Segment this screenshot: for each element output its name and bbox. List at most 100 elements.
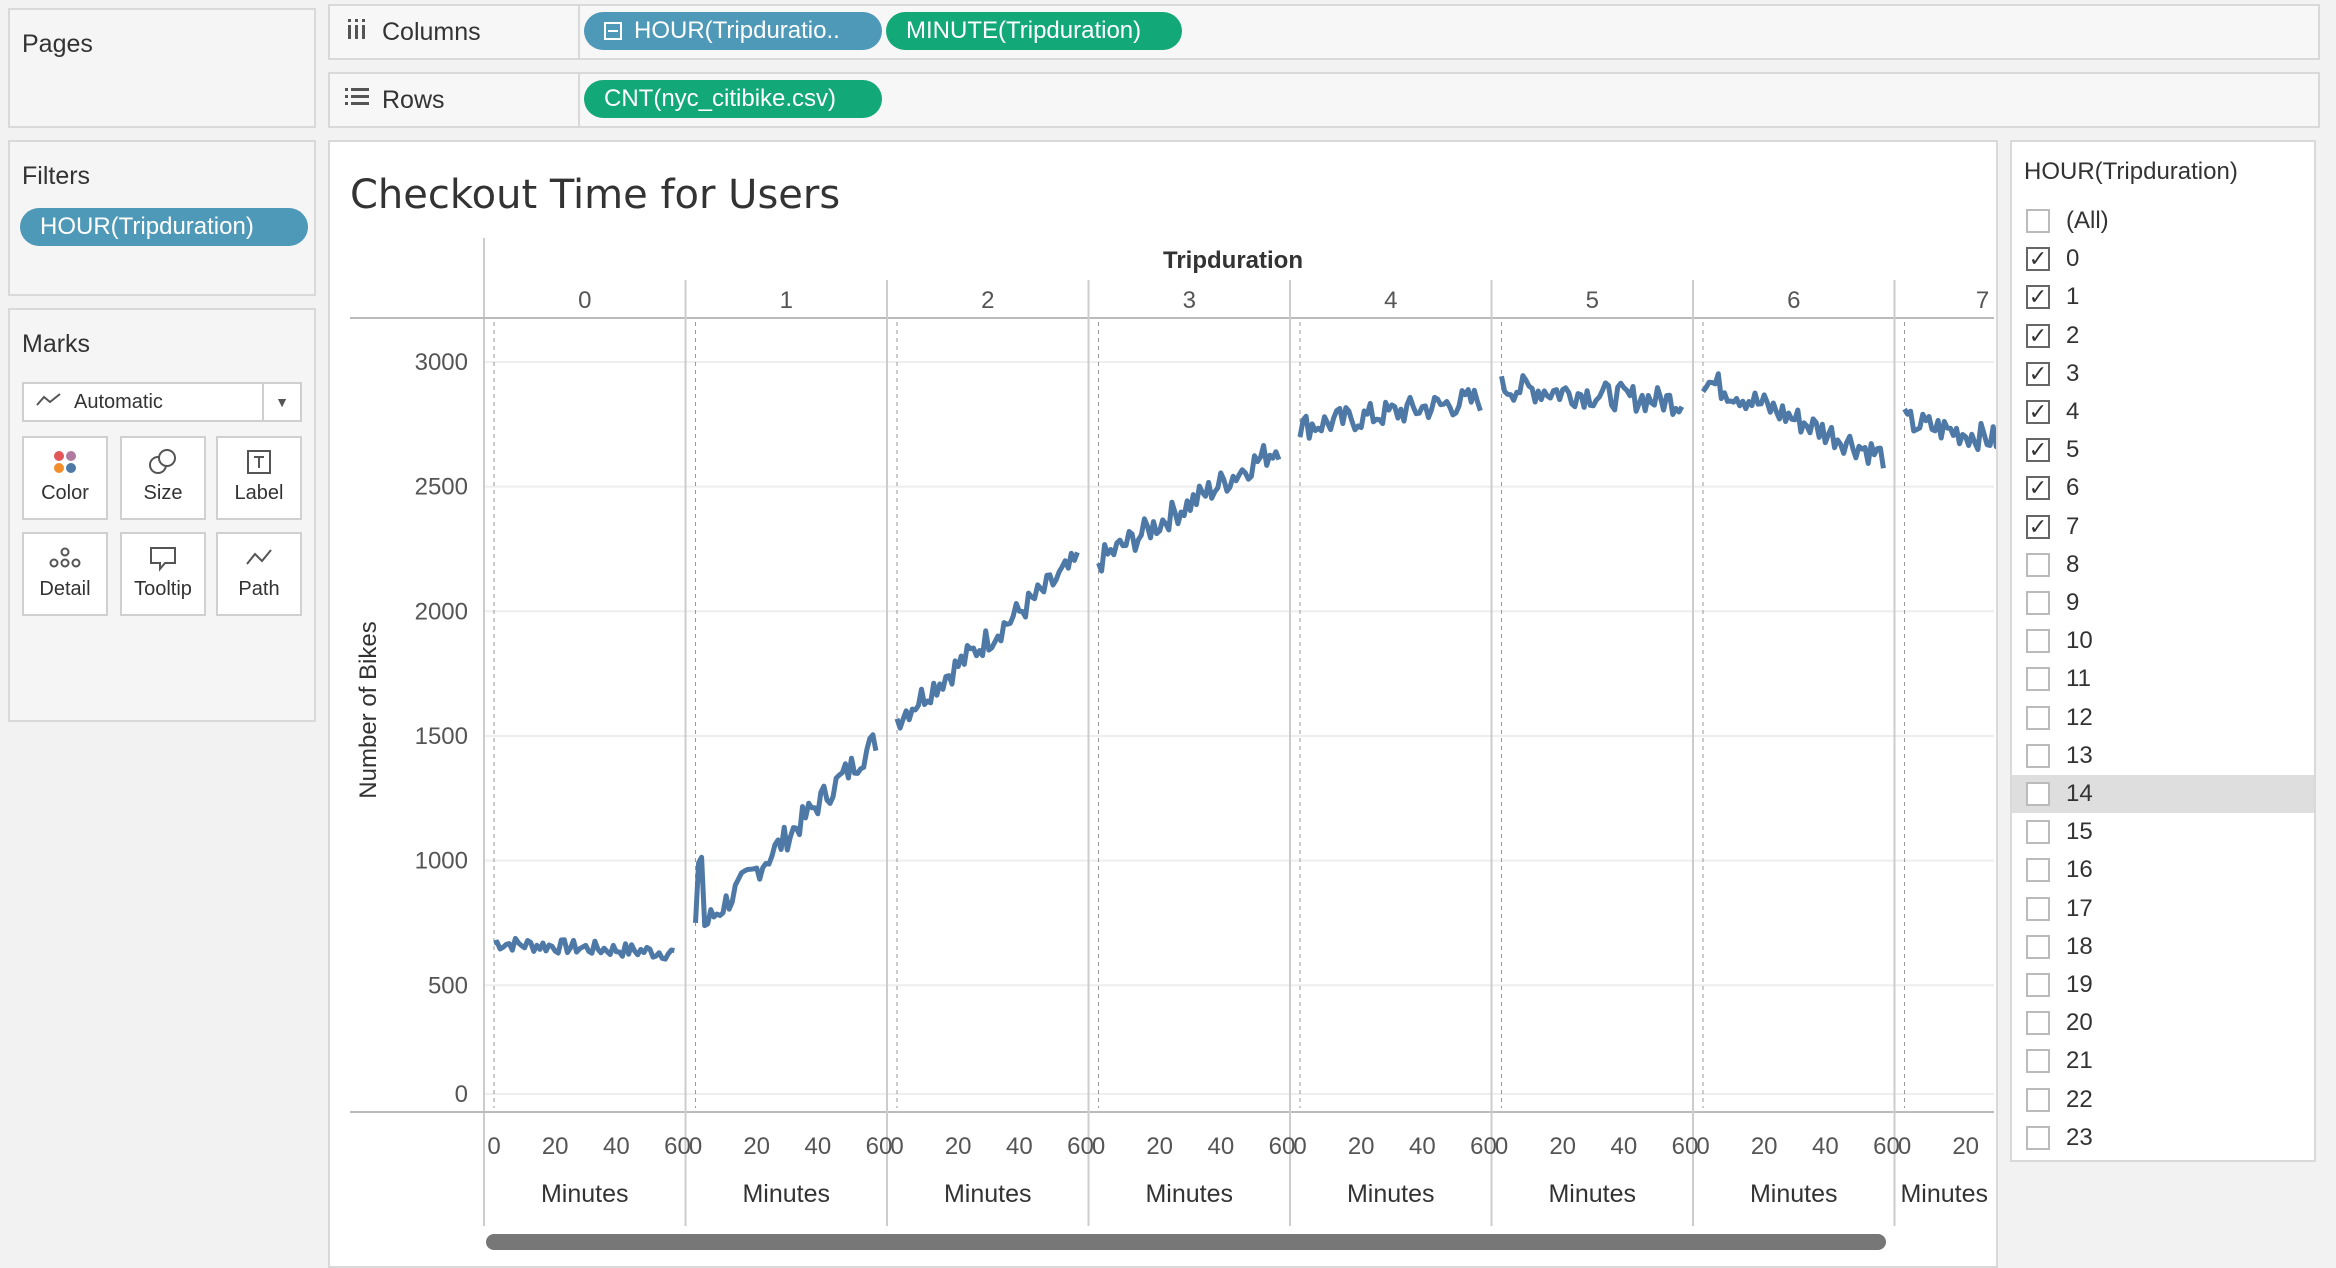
checkbox[interactable]: ✓ — [2026, 438, 2050, 463]
checkbox[interactable] — [2026, 209, 2050, 233]
column-pill-minute[interactable]: MINUTE(Tripduration) — [886, 12, 1182, 50]
checkbox[interactable] — [2026, 705, 2050, 730]
checkbox[interactable] — [2026, 552, 2050, 577]
checkbox[interactable] — [2026, 1049, 2050, 1074]
text-label-icon — [218, 448, 300, 478]
hour-filter-item-5[interactable]: ✓ 5 — [2012, 431, 2314, 469]
hour-filter-item-label: 12 — [2066, 703, 2093, 731]
checkbox[interactable] — [2026, 782, 2050, 806]
marks-path-button[interactable]: Path — [216, 532, 302, 616]
series-line-hour-6[interactable] — [1700, 371, 1886, 469]
marks-color-button[interactable]: Color — [22, 436, 108, 520]
hour-filter-item-14[interactable]: 14 — [2012, 775, 2314, 813]
rows-shelf-label-box: Rows — [330, 74, 580, 126]
hour-filter-item-18[interactable]: 18 — [2012, 928, 2314, 966]
hour-filter-item-10[interactable]: 10 — [2012, 622, 2314, 660]
hour-filter-item-6[interactable]: ✓ 6 — [2012, 469, 2314, 507]
checkbox[interactable]: ✓ — [2026, 361, 2050, 386]
series-line-hour-3[interactable] — [1096, 443, 1282, 574]
hour-filter-title: HOUR(Tripduration) — [2024, 158, 2238, 185]
marks-size-button[interactable]: Size — [120, 436, 206, 520]
series-line-hour-0[interactable] — [493, 935, 675, 962]
hour-filter-item-11[interactable]: 11 — [2012, 660, 2314, 698]
checkbox[interactable] — [2026, 591, 2050, 615]
hour-filter-item-15[interactable]: 15 — [2012, 813, 2314, 851]
hour-filter-item-19[interactable]: 19 — [2012, 966, 2314, 1004]
x-tick-label: 40 — [1610, 1133, 1637, 1160]
checkbox[interactable] — [2026, 858, 2050, 883]
mark-type-dropdown[interactable]: Automatic ▼ — [22, 382, 302, 422]
x-tick-label: 0 — [1696, 1133, 1709, 1160]
hour-filter-item-12[interactable]: 12 — [2012, 699, 2314, 737]
hour-filter-item-13[interactable]: 13 — [2012, 737, 2314, 775]
checkbox[interactable] — [2026, 667, 2050, 692]
x-tick-label: 40 — [804, 1133, 831, 1160]
checkbox[interactable] — [2026, 1011, 2050, 1036]
hour-filter-item-22[interactable]: 22 — [2012, 1081, 2314, 1119]
marks-detail-label: Detail — [39, 578, 91, 600]
checkbox[interactable]: ✓ — [2026, 400, 2050, 424]
hour-filter-item-21[interactable]: 21 — [2012, 1042, 2314, 1080]
hour-filter-item-20[interactable]: 20 — [2012, 1004, 2314, 1042]
hour-filter-item-label: 13 — [2066, 741, 2093, 769]
series-line-hour-5[interactable] — [1499, 373, 1685, 417]
hour-filter-item-4[interactable]: ✓ 4 — [2012, 393, 2314, 431]
checkbox[interactable] — [2026, 820, 2050, 845]
columns-shelf[interactable]: Columns HOUR(Tripduratio.. MINUTE(Tripdu… — [328, 4, 2320, 60]
hour-filter-item-17[interactable]: 17 — [2012, 890, 2314, 928]
marks-tooltip-button[interactable]: Tooltip — [120, 532, 206, 616]
hour-filter-item-8[interactable]: 8 — [2012, 546, 2314, 584]
line-chart[interactable]: Checkout Time for Users Tripduration Num… — [330, 142, 1996, 1266]
x-tick-label: 40 — [1006, 1133, 1033, 1160]
rows-shelf[interactable]: Rows CNT(nyc_citibike.csv) — [328, 72, 2320, 128]
checkbox[interactable]: ✓ — [2026, 285, 2050, 310]
series-line-hour-4[interactable] — [1297, 387, 1483, 441]
series-line-hour-7[interactable] — [1902, 407, 1997, 457]
checkbox[interactable]: ✓ — [2026, 514, 2050, 539]
checkbox[interactable]: ✓ — [2026, 323, 2050, 348]
detail-icon — [24, 544, 106, 574]
panel-header-label: 0 — [578, 287, 591, 314]
checkbox[interactable] — [2026, 1125, 2050, 1150]
hour-filter-item-23[interactable]: 23 — [2012, 1119, 2314, 1157]
hour-filter-item-label: 23 — [2066, 1123, 2093, 1151]
x-tick-label: 20 — [1549, 1133, 1576, 1160]
series-line-hour-1[interactable] — [693, 732, 879, 929]
hour-filter-item-2[interactable]: ✓ 2 — [2012, 317, 2314, 355]
row-pill-count[interactable]: CNT(nyc_citibike.csv) — [584, 80, 882, 118]
checkbox[interactable] — [2026, 743, 2050, 768]
panel-header-label: 3 — [1183, 287, 1196, 314]
marks-detail-button[interactable]: Detail — [22, 532, 108, 616]
hour-filter-item-16[interactable]: 16 — [2012, 851, 2314, 889]
hour-filter-item-0[interactable]: ✓ 0 — [2012, 240, 2314, 278]
horizontal-scrollbar[interactable] — [486, 1234, 1886, 1250]
hour-filter-item-label: 2 — [2066, 321, 2080, 349]
series-line-hour-2[interactable] — [894, 550, 1080, 731]
hour-filter-item-1[interactable]: ✓ 1 — [2012, 278, 2314, 316]
checkbox[interactable] — [2026, 973, 2050, 997]
checkbox[interactable] — [2026, 934, 2050, 959]
marks-title: Marks — [22, 330, 91, 358]
hour-filter-item-7[interactable]: ✓ 7 — [2012, 508, 2314, 546]
checkbox[interactable] — [2026, 1087, 2050, 1112]
checkbox[interactable]: ✓ — [2026, 247, 2050, 272]
x-tick-label: 60 — [664, 1133, 691, 1160]
hour-filter-item-label: 19 — [2066, 971, 2093, 998]
y-tick-label: 2000 — [415, 598, 468, 625]
column-pill-hour[interactable]: HOUR(Tripduratio.. — [584, 12, 882, 50]
panel-x-label: Minutes — [1347, 1180, 1435, 1208]
x-tick-label: 60 — [1873, 1133, 1900, 1160]
hour-filter-item-3[interactable]: ✓ 3 — [2012, 355, 2314, 393]
checkbox[interactable] — [2026, 629, 2050, 654]
checkbox[interactable]: ✓ — [2026, 476, 2050, 501]
filter-pill-hour[interactable]: HOUR(Tripduration) — [20, 208, 308, 246]
filters-panel: Filters HOUR(Tripduration) — [8, 140, 316, 296]
marks-label-button[interactable]: Label — [216, 436, 302, 520]
x-tick-label: 0 — [1293, 1133, 1306, 1160]
y-tick-label: 0 — [455, 1081, 468, 1108]
checkbox[interactable] — [2026, 896, 2050, 921]
columns-shelf-label-box: Columns — [330, 6, 580, 58]
x-tick-label: 40 — [1409, 1133, 1436, 1160]
hour-filter-item-9[interactable]: 9 — [2012, 584, 2314, 622]
hour-filter-item-all[interactable]: (All) — [2012, 202, 2314, 240]
